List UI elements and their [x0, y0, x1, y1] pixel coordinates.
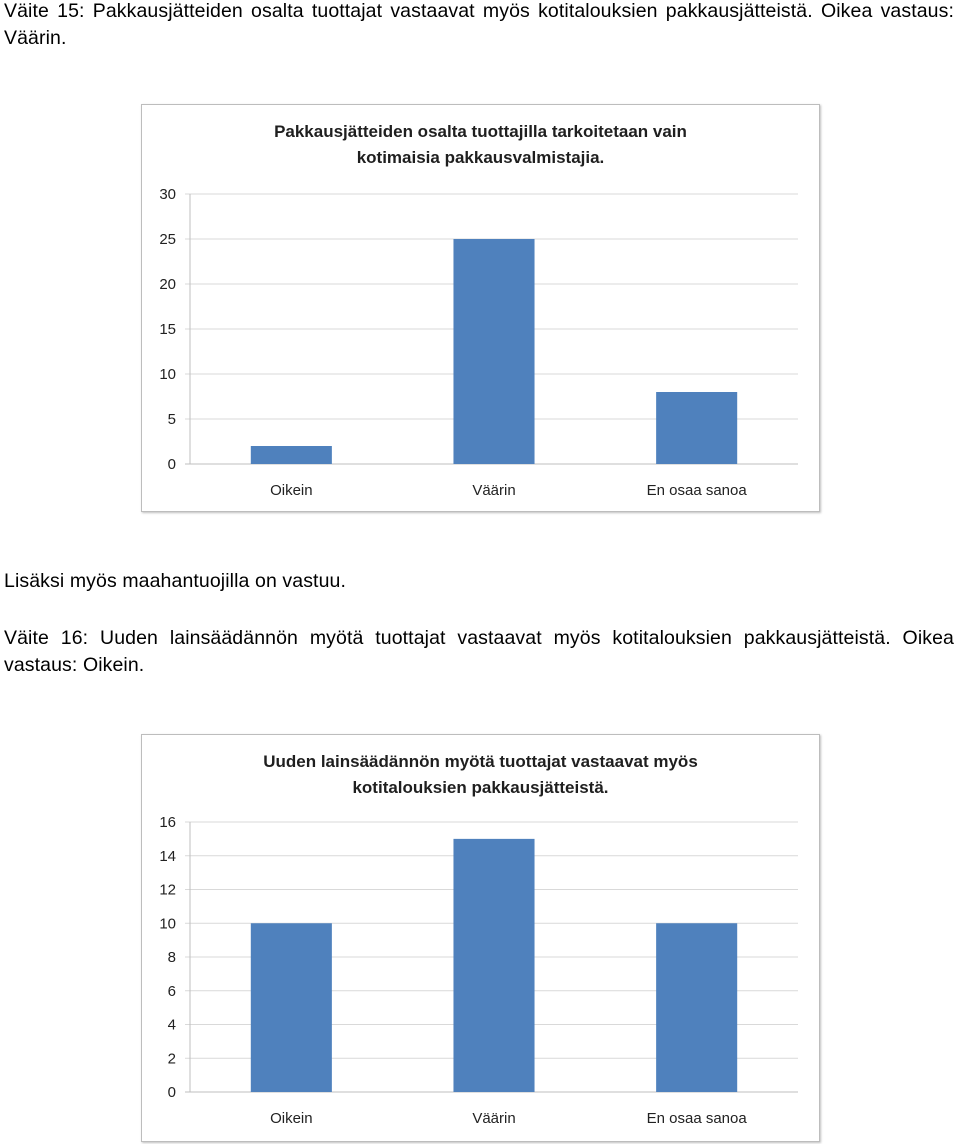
chart-2-ytick-label: 10: [159, 915, 176, 932]
chart-1-bar: [250, 446, 332, 464]
statement-15-text: Väite 15: Pakkausjätteiden osalta tuotta…: [4, 0, 954, 49]
chart-1-title-line-1: Pakkausjätteiden osalta tuottajilla tark…: [274, 122, 687, 141]
chart-2-ytick-label: 0: [168, 1084, 176, 1101]
chart-2-ytick-label: 8: [168, 949, 176, 966]
chart-2-title: Uuden lainsäädännön myötä tuottajat vast…: [142, 749, 819, 801]
chart-1-ytick-label: 15: [159, 321, 176, 338]
chart-2-category-label: Oikein: [270, 1110, 313, 1127]
chart-1-title-line-2: kotimaisia pakkausvalmistajia.: [356, 148, 605, 167]
chart-1-bar: [453, 239, 535, 464]
chart-2-category-label: En osaa sanoa: [647, 1110, 748, 1127]
chart-1-title: Pakkausjätteiden osalta tuottajilla tark…: [142, 119, 819, 171]
chart-1-ytick-label: 25: [159, 231, 176, 248]
chart-2-bar: [250, 923, 332, 1092]
chart-2-ytick-label: 16: [159, 814, 176, 831]
chart-1-ytick-label: 30: [159, 186, 176, 203]
chart-2: Uuden lainsäädännön myötä tuottajat vast…: [141, 734, 820, 1142]
chart-2-ytick-label: 12: [159, 882, 176, 899]
chart-1: Pakkausjätteiden osalta tuottajilla tark…: [141, 104, 820, 512]
chart-1-category-label: Oikein: [270, 482, 313, 499]
chart-1-ytick-label: 0: [168, 456, 176, 473]
chart-1-ytick-label: 5: [168, 411, 176, 428]
chart-2-ytick-label: 6: [168, 983, 176, 1000]
additional-note-text: Lisäksi myös maahantuojilla on vastuu.: [4, 570, 346, 592]
chart-2-bar: [656, 923, 738, 1092]
chart-2-ytick-label: 4: [168, 1017, 176, 1034]
chart-1-category-label: Väärin: [472, 482, 515, 499]
chart-2-bar: [453, 838, 535, 1092]
chart-2-category-label: Väärin: [472, 1110, 515, 1127]
chart-2-ytick-label: 14: [159, 848, 176, 865]
statement-16-text: Väite 16: Uuden lainsäädännön myötä tuot…: [4, 627, 954, 676]
chart-1-ytick-label: 10: [159, 366, 176, 383]
chart-1-bar: [656, 392, 738, 464]
chart-2-title-line-1: Uuden lainsäädännön myötä tuottajat vast…: [263, 752, 698, 771]
chart-2-title-line-2: kotitalouksien pakkausjätteistä.: [352, 778, 609, 797]
chart-1-ytick-label: 20: [159, 276, 176, 293]
chart-2-plot: 0 2 4 6 8 10 12 14 16 Oikein Väärin En osaa sanoa: [159, 814, 798, 1127]
chart-1-plot: 0 5 10 15 20 25 30 Oikein Väärin En osaa sanoa: [159, 186, 798, 499]
chart-1-category-label: En osaa sanoa: [647, 482, 748, 499]
chart-2-ytick-label: 2: [168, 1050, 176, 1067]
